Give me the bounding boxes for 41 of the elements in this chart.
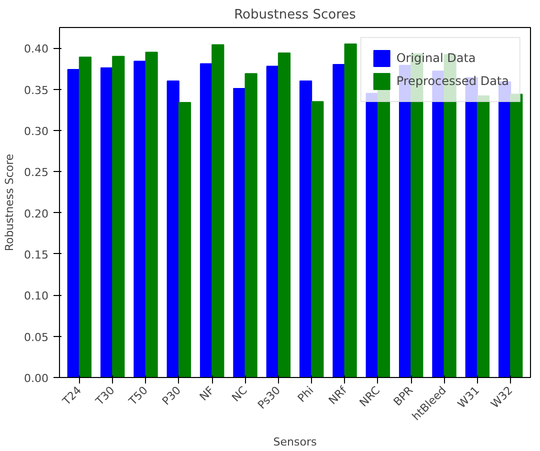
y-tick-label: 0.30: [24, 124, 49, 138]
legend-label: Preprocessed Data: [396, 74, 509, 88]
y-tick-label: 0.00: [24, 372, 49, 385]
bar: [244, 73, 258, 378]
y-tick-label: 0.25: [24, 166, 49, 180]
y-tick-label: 0.40: [24, 42, 49, 56]
x-tick-label: P30: [160, 384, 184, 408]
bar: [510, 94, 523, 378]
x-tick-label: Phi: [295, 384, 316, 405]
y-tick-label: 0.20: [24, 207, 49, 220]
bar: [100, 67, 114, 378]
y-tick-label: 0.10: [24, 290, 49, 303]
bar: [278, 52, 291, 378]
y-tick-label: 0.15: [24, 248, 49, 262]
x-tick-label: T50: [126, 384, 150, 408]
y-tick-label: 0.05: [24, 330, 49, 344]
chart-title: Robustness Scores: [234, 8, 356, 22]
x-tick-label: NC: [229, 384, 250, 404]
x-tick-label: T24: [59, 384, 84, 408]
bar: [166, 80, 180, 378]
y-tick-label: 0.35: [24, 84, 49, 97]
bar: [78, 56, 92, 378]
bar: [266, 66, 279, 378]
bar: [145, 52, 158, 378]
bar: [233, 88, 246, 378]
bar: [200, 63, 213, 378]
bar: [67, 69, 80, 378]
y-axis-title: Robustness Score: [3, 154, 16, 252]
bar: [212, 44, 224, 378]
bar: [344, 43, 357, 378]
bar: [311, 101, 324, 378]
bar: [332, 64, 346, 378]
x-tick-label: BPR: [391, 384, 416, 409]
legend-label: Original Data: [396, 51, 476, 65]
bar: [299, 80, 312, 378]
x-tick-label: T30: [92, 384, 118, 408]
x-axis-title: Sensors: [273, 436, 317, 449]
bar: [178, 102, 192, 378]
bar: [134, 60, 146, 378]
bar: [112, 56, 125, 378]
x-tick-label: NF: [197, 384, 217, 404]
